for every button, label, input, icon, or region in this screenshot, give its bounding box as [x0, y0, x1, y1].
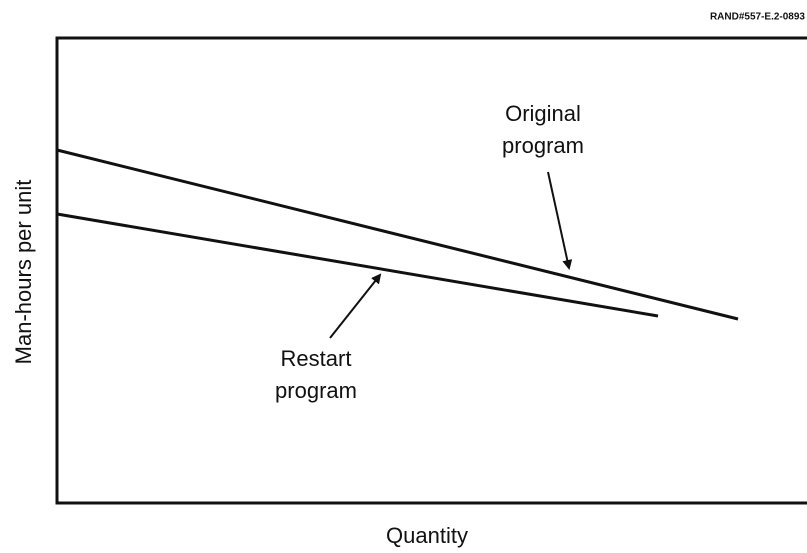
annotation: program [275, 378, 357, 403]
x-axis-label: Quantity [386, 523, 468, 548]
arrow [547, 171, 573, 270]
plot-frame [55, 36, 807, 505]
annotation: program [502, 133, 584, 158]
annotation: Original [505, 101, 581, 126]
annotation: Restart [281, 346, 352, 371]
restart-line [56, 212, 659, 318]
y-axis-label: Man-hours per unit [11, 180, 36, 365]
arrow [329, 273, 382, 339]
figure-id: RAND#557-E.2-0893 [710, 12, 805, 23]
original-line [56, 148, 739, 321]
